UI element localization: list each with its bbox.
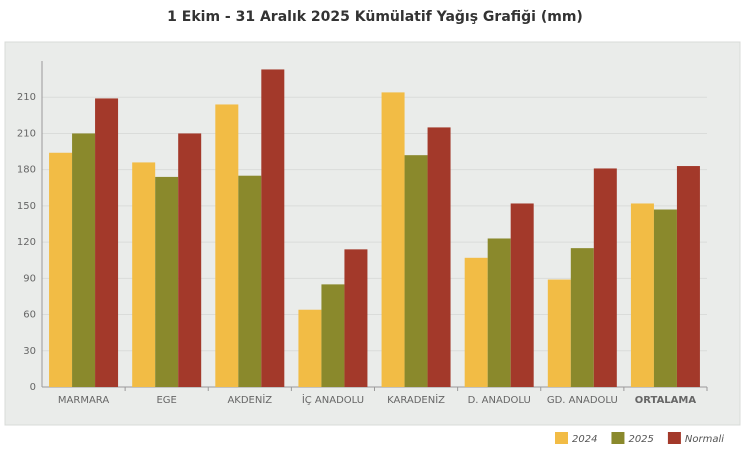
y-tick-label: 210 [17, 92, 36, 103]
bar [155, 176, 179, 387]
x-tick-label: MARMARA [58, 395, 109, 406]
bar [464, 257, 488, 387]
bar [427, 127, 451, 387]
legend-swatch [555, 432, 568, 444]
bar [404, 155, 428, 387]
bar [132, 162, 156, 387]
bar [261, 69, 285, 388]
y-tick-label: 60 [23, 310, 36, 321]
x-tick-label: GD. ANADOLU [547, 395, 618, 406]
bar [487, 238, 511, 387]
bar [570, 248, 594, 387]
bar [215, 104, 239, 387]
x-tick-label: İÇ ANADOLU [302, 393, 364, 406]
y-tick-label: 120 [17, 237, 36, 248]
legend-swatch [667, 432, 681, 444]
bar [178, 133, 202, 387]
y-tick-label: 30 [23, 346, 36, 357]
legend-label: 2024 [572, 434, 597, 445]
bar [630, 203, 654, 387]
y-tick-label: 0 [30, 382, 36, 393]
x-tick-label: EGE [156, 395, 176, 406]
y-tick-label: 150 [17, 201, 36, 212]
y-tick-label: 210 [17, 128, 36, 139]
bar [510, 203, 534, 387]
legend-swatch [611, 432, 625, 444]
x-tick-label: ORTALAMA [635, 395, 697, 406]
bar [547, 279, 571, 387]
plot-panel [4, 41, 741, 426]
x-tick-label: D. ANADOLU [468, 395, 531, 406]
bar [298, 309, 322, 387]
legend-label: Normali [685, 434, 724, 445]
bar [321, 284, 345, 387]
bar [238, 175, 262, 387]
y-tick-label: 90 [23, 273, 36, 284]
bar [676, 166, 700, 387]
y-tick-label: 180 [17, 165, 36, 176]
x-tick-label: KARADENİZ [387, 393, 445, 406]
bar [653, 209, 677, 387]
bar [593, 168, 617, 387]
x-tick-label: AKDENİZ [227, 393, 272, 406]
bar [49, 152, 73, 387]
bar [95, 98, 119, 387]
bar [72, 133, 96, 387]
legend-label: 2025 [628, 434, 653, 445]
bar [381, 92, 405, 388]
chart-title: 1 Ekim - 31 Aralık 2025 Kümülatif Yağış … [167, 9, 583, 25]
bar [344, 249, 368, 387]
